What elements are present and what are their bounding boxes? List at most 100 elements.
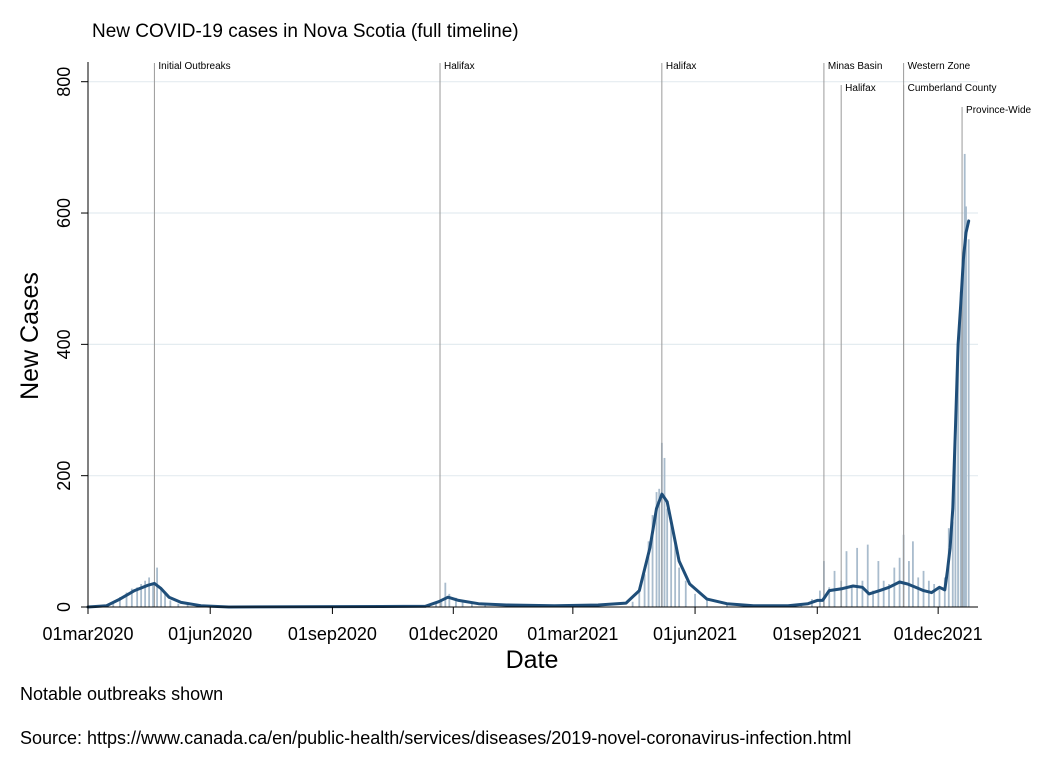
x-tick-label: 01sep2021: [773, 624, 862, 644]
smoothed-line: [86, 219, 971, 609]
annotation-label: Initial Outbreaks: [158, 61, 230, 72]
x-tick-label: 01jun2020: [168, 624, 252, 644]
bar: [148, 577, 151, 607]
bar: [866, 544, 869, 607]
bar: [444, 582, 447, 607]
bar: [186, 605, 189, 607]
annotation-label: Halifax: [845, 83, 876, 94]
x-tick-label: 01sep2020: [288, 624, 377, 644]
bar: [112, 601, 115, 607]
y-axis-ticks: 0 200 400 600 800: [54, 67, 88, 612]
bar: [951, 521, 954, 607]
x-axis-title: Date: [506, 646, 559, 674]
bar: [957, 337, 959, 607]
y-tick-label: 0: [54, 602, 74, 612]
bar: [663, 457, 666, 607]
bar: [631, 601, 634, 607]
bar: [933, 584, 936, 607]
bar: [877, 561, 880, 607]
bar: [643, 574, 646, 607]
bar: [922, 570, 925, 607]
bar: [118, 597, 121, 607]
bar: [927, 580, 930, 607]
annotation-label: Halifax: [444, 61, 475, 72]
y-tick-label: 600: [54, 198, 74, 228]
bar: [638, 590, 641, 607]
bar: [670, 521, 673, 607]
y-tick-label: 400: [54, 329, 74, 359]
bar: [658, 488, 661, 607]
bar: [674, 541, 677, 607]
annotation-labels: Initial Outbreaks Halifax Halifax Minas Bas…: [158, 61, 1031, 116]
bar: [828, 587, 831, 607]
bar: [484, 605, 487, 607]
bar: [164, 593, 166, 607]
annotation-lines: [153, 63, 963, 607]
annotation-label: Province-Wide: [966, 105, 1031, 116]
bar: [888, 584, 890, 607]
bar: [684, 580, 687, 607]
bar: [160, 587, 162, 607]
bar: [470, 603, 473, 607]
grid: [88, 81, 978, 477]
axes: [87, 62, 978, 608]
bar: [963, 153, 966, 607]
x-tick-label: 01mar2021: [527, 624, 618, 644]
bar: [177, 603, 180, 607]
bar: [140, 584, 143, 607]
bar: [125, 592, 128, 607]
bar: [943, 577, 946, 607]
x-tick-label: 01dec2021: [894, 624, 983, 644]
bar: [666, 508, 669, 607]
x-tick-label: 01dec2020: [409, 624, 498, 644]
y-tick-label: 200: [54, 461, 74, 491]
bar: [882, 580, 885, 607]
bar: [965, 206, 967, 607]
bar: [954, 416, 957, 607]
bar: [845, 551, 848, 607]
bar: [678, 567, 681, 607]
bar: [893, 567, 896, 607]
bar: [917, 577, 920, 607]
bar: [694, 593, 696, 607]
bar: [938, 587, 941, 607]
bar: [962, 265, 965, 607]
bar: [861, 580, 864, 607]
bar: [647, 541, 650, 607]
annotation-label: Cumberland County: [908, 83, 997, 94]
annotation-label: Minas Basin: [828, 61, 882, 72]
bar: [655, 492, 658, 607]
bar: [144, 580, 147, 607]
annotation-label: Western Zone: [908, 61, 971, 72]
bar: [152, 584, 154, 607]
x-tick-label: 01jun2021: [653, 624, 737, 644]
bar: [959, 291, 962, 607]
bar: [455, 597, 457, 607]
y-axis-title: New Cases: [16, 272, 44, 400]
x-axis-ticks: 01mar2020 01jun2020 01sep2020 01dec2020 01ma…: [42, 607, 983, 644]
x-tick-label: 01mar2020: [42, 624, 133, 644]
bar: [435, 603, 437, 607]
bar: [819, 590, 821, 607]
chart-title: New COVID-19 cases in Nova Scotia (full …: [92, 21, 519, 42]
bar: [726, 605, 728, 607]
footnote: Notable outbreaks shown: [20, 684, 223, 704]
bar: [850, 587, 853, 607]
annotation-label: Halifax: [666, 61, 697, 72]
bar: [136, 587, 139, 607]
bar: [967, 239, 970, 607]
bar: [440, 600, 443, 607]
bar: [872, 590, 874, 607]
bar-series: [105, 153, 970, 607]
source-note: Source: https://www.canada.ca/en/public-…: [20, 728, 851, 748]
bar: [448, 593, 451, 607]
bar: [169, 600, 172, 607]
bar: [130, 588, 133, 607]
y-tick-label: 800: [54, 67, 74, 97]
bar: [912, 541, 914, 607]
bar: [651, 515, 654, 607]
bar: [706, 600, 708, 607]
bar: [461, 601, 464, 607]
line-series: [86, 219, 971, 609]
